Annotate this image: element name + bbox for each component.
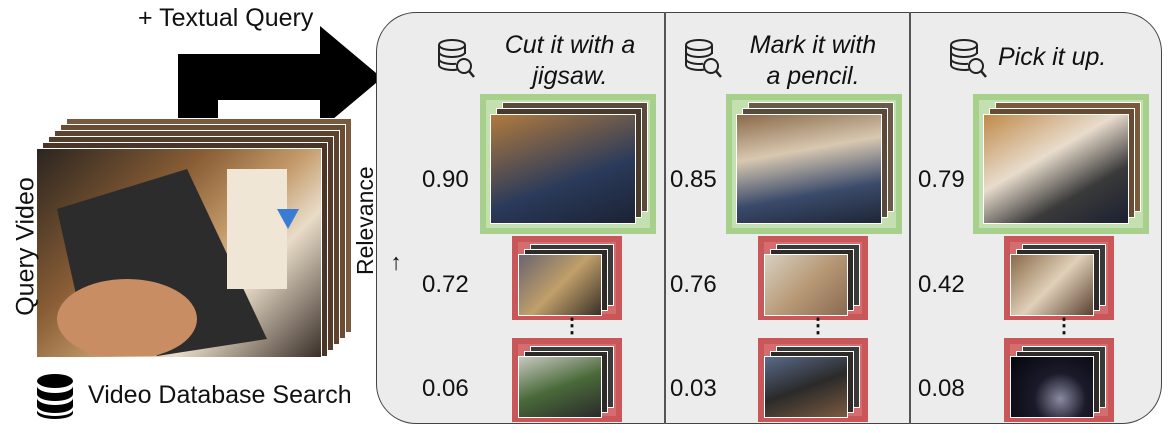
query-text: Pick it up. [998,43,1107,71]
mid-result-frame-irrelevant [1004,236,1114,320]
query-text: Mark it with a pencil. [749,31,877,90]
mid-result-frame-irrelevant [758,236,868,320]
query-text: Cut it with a jigsaw. [504,31,636,90]
low-result-frame-irrelevant [758,338,868,422]
low-result-frame-irrelevant [512,338,622,422]
database-search-icon [685,39,722,78]
database-search-icon [950,39,987,78]
textual-query-label: + Textual Query [138,4,314,32]
mid-result-frame-irrelevant [512,236,622,320]
relevance-score: 0.76 [670,271,717,298]
ellipsis: ⋮ [562,315,582,337]
relevance-score: 0.03 [670,375,717,402]
relevance-score: 0.90 [422,166,469,193]
database-search-icon [438,39,475,78]
top-result-frame-relevant [973,94,1149,234]
column-divider [909,12,911,424]
top-result-frame-relevant [480,94,656,234]
query-video-label: Query Video [11,177,40,316]
relevance-score: 0.72 [422,271,469,298]
ellipsis: ⋮ [808,315,828,337]
relevance-score: 0.06 [422,375,469,402]
relevance-score: 0.79 [918,166,965,193]
query-video-stack [36,118,356,363]
video-database-search-label: Video Database Search [88,381,352,409]
ellipsis: ⋮ [1054,315,1074,337]
relevance-score: 0.08 [918,375,965,402]
query-arrow [178,26,382,128]
query-video-frame [36,148,322,359]
low-result-frame-irrelevant [1004,338,1114,422]
relevance-axis-label: Relevance → [352,166,405,275]
relevance-score: 0.42 [918,271,965,298]
relevance-score: 0.85 [670,166,717,193]
top-result-frame-relevant [726,94,902,234]
database-icon [37,374,73,419]
column-divider [664,12,666,424]
